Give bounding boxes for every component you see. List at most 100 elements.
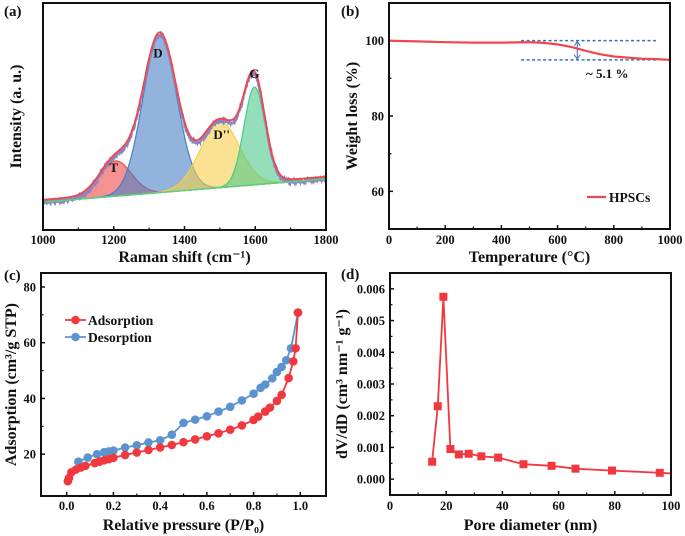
- x-tick-label: 0: [386, 233, 392, 247]
- panel-label: (b): [341, 4, 359, 20]
- x-tick-label: 1400: [172, 233, 197, 247]
- adsorption-point: [109, 453, 118, 463]
- plot-frame: [388, 2, 671, 230]
- adsorption-point: [291, 343, 300, 353]
- x-tick-label: 400: [492, 233, 511, 247]
- peak-label: D: [153, 45, 162, 60]
- data-point: [446, 445, 455, 454]
- adsorption-point: [277, 390, 286, 400]
- data-point: [571, 464, 580, 473]
- weight-loss-annotation: ~ 5.1 %: [586, 66, 629, 81]
- desorption-point: [249, 389, 258, 398]
- adsorption-point: [167, 440, 177, 450]
- double-arrow-icon: [573, 40, 581, 60]
- adsorption-point: [265, 403, 275, 412]
- panel-b: (b) 0 200 400 600 800 1000 60 80 100 Temperature (…: [341, 2, 683, 266]
- raw-spectrum: [42, 30, 327, 207]
- desorption-point: [237, 396, 247, 405]
- x-tick-label: 600: [548, 233, 567, 247]
- y-axis-label: Intensity (a. u.): [8, 64, 25, 168]
- data-point: [519, 460, 528, 469]
- desorption-point: [190, 415, 200, 424]
- y-tick-label: 80: [24, 280, 37, 294]
- adsorption-point: [144, 445, 153, 455]
- desorption-point: [155, 435, 165, 445]
- plot-frame: [40, 272, 327, 497]
- y-axis-label: Weight loss (%): [344, 62, 361, 170]
- adsorption-point: [284, 373, 293, 383]
- desorption-point: [225, 402, 235, 412]
- data-point: [439, 292, 448, 301]
- x-tick-label: 20: [440, 499, 453, 513]
- legend-marker: [71, 332, 80, 342]
- y-tick-label: 60: [372, 185, 385, 199]
- peak-label: G: [249, 66, 259, 81]
- adsorption-point: [120, 450, 130, 460]
- y-tick-label: 40: [24, 392, 37, 406]
- adsorption-point: [237, 421, 247, 430]
- x-tick-label: 100: [662, 499, 681, 513]
- desorption-point: [144, 438, 153, 447]
- adsorption-point: [81, 461, 90, 471]
- adsorption-point: [253, 412, 263, 421]
- y-tick-label: 0.004: [357, 346, 386, 360]
- desorption-point: [272, 367, 282, 377]
- data-point: [607, 466, 616, 475]
- legend-marker: [71, 315, 80, 325]
- x-tick-label: 40: [496, 499, 509, 513]
- panel-c: (c) 0.0 0.2 0.4 0.6 0.8 1.0 20 40 60 80 Relative pr…: [3, 268, 327, 534]
- y-axis-label: Adsorption (cm³/g STP): [3, 303, 20, 466]
- data-point: [477, 452, 486, 461]
- desorption-point: [167, 430, 177, 439]
- x-tick-label: 1600: [243, 233, 268, 247]
- desorption-point: [132, 440, 142, 450]
- series-line-HPSCs: [388, 39, 671, 61]
- x-tick-label: 1000: [658, 233, 683, 247]
- adsorption-point: [190, 435, 200, 444]
- adsorption-point: [225, 425, 235, 434]
- desorption-point: [83, 453, 93, 462]
- desorption-point: [256, 383, 265, 393]
- baseline: [42, 178, 327, 203]
- x-tick-label: 1.0: [292, 499, 308, 513]
- x-axis-label: Pore diameter (nm): [464, 517, 598, 534]
- plot-frame: [42, 2, 327, 231]
- y-tick-label: 100: [365, 34, 384, 48]
- y-tick-label: 0.006: [357, 282, 385, 296]
- adsorption-point: [202, 432, 212, 441]
- x-tick-label: 1000: [31, 233, 56, 247]
- fit-envelope: [42, 31, 326, 201]
- data-point: [494, 453, 503, 462]
- y-tick-label: 0.001: [357, 441, 385, 455]
- x-tick-label: 0: [387, 499, 393, 513]
- desorption-point: [214, 407, 223, 416]
- adsorption-point: [272, 396, 282, 406]
- y-tick-label: 0.003: [357, 378, 385, 392]
- panel-a: (a) 1000 1200 1400 1600 1800 Raman shift (cm⁻¹…: [4, 2, 339, 266]
- panel-label: (c): [4, 268, 21, 284]
- x-tick-label: 0.2: [106, 499, 122, 513]
- x-axis-label: Relative pressure (P/P₀): [103, 517, 265, 534]
- adsorption-point: [288, 357, 298, 366]
- desorption-point: [120, 443, 130, 452]
- y-tick-label: 0.002: [357, 409, 385, 423]
- panel-label: (d): [341, 267, 359, 283]
- plot-frame: [389, 272, 672, 496]
- x-tick-label: 0.0: [59, 499, 75, 513]
- data-point: [655, 468, 664, 477]
- adsorption-point: [155, 443, 165, 452]
- adsorption-point: [214, 428, 223, 438]
- x-axis-label: Raman shift (cm⁻¹): [118, 249, 250, 266]
- y-tick-label: 20: [24, 448, 37, 462]
- data-point: [547, 461, 556, 470]
- y-tick-label: 0.000: [357, 473, 385, 487]
- adsorption-point: [293, 308, 303, 317]
- x-tick-label: 1800: [314, 233, 339, 247]
- y-axis-label: dV/dD (cm³ nm⁻¹ g⁻¹): [334, 309, 351, 459]
- data-point: [464, 449, 473, 458]
- y-tick-label: 60: [24, 336, 37, 350]
- x-tick-label: 200: [436, 233, 455, 247]
- x-tick-label: 0.4: [152, 499, 168, 513]
- x-tick-label: 60: [552, 499, 565, 513]
